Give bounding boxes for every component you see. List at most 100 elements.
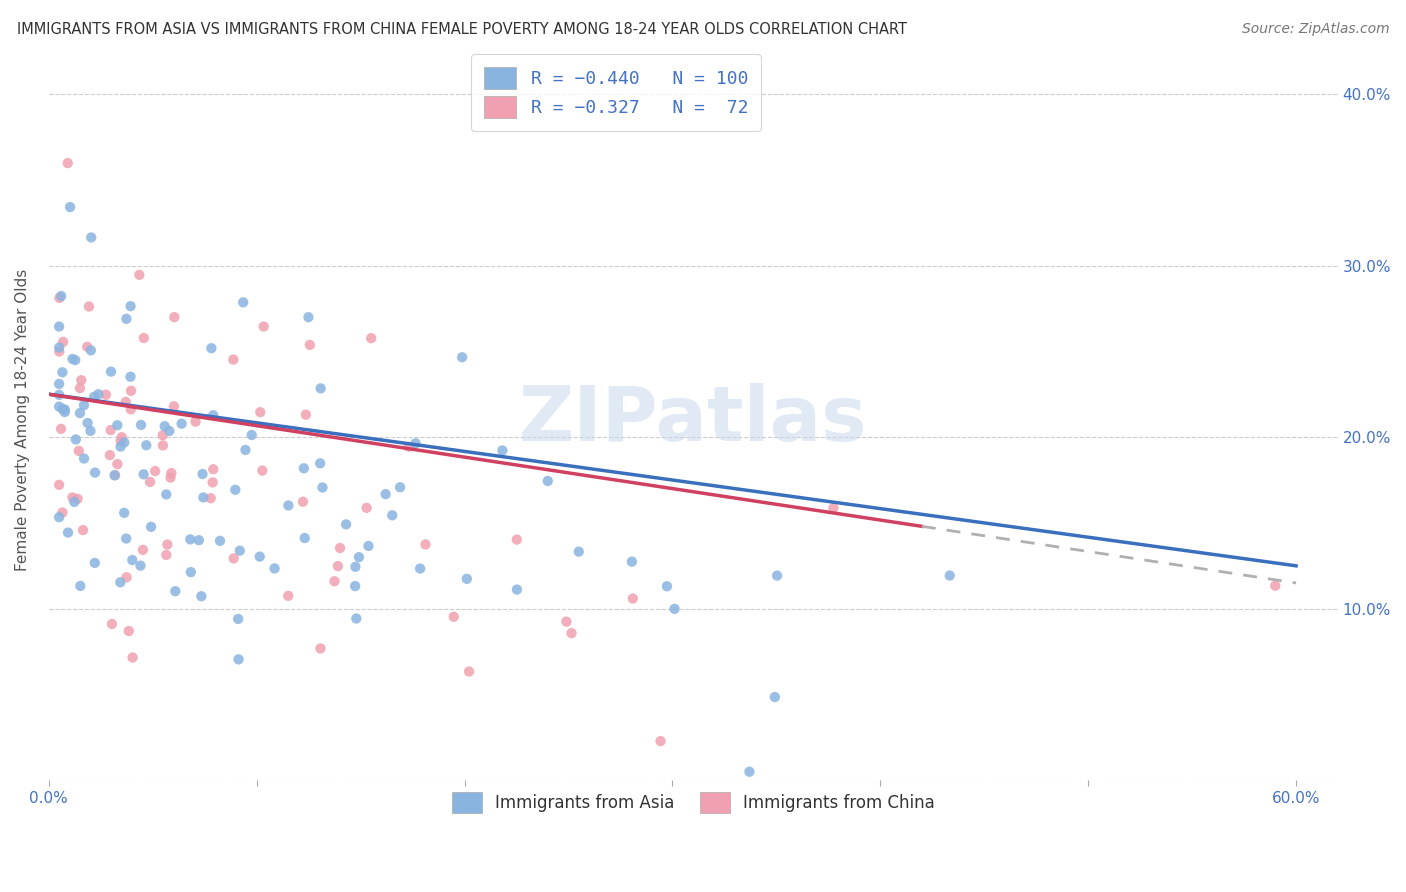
Point [48,319,70,334]
Point [111,430,134,444]
Point [62,351,84,366]
Point [53,402,76,417]
Legend: Immigrants from Asia, Immigrants from China: Immigrants from Asia, Immigrants from Ch… [439,779,948,826]
Point [249,549,271,564]
Point [79,424,101,438]
Point [226,612,249,626]
Point [52,402,75,417]
Point [115,570,138,584]
Point [83,390,105,404]
Point [200,341,222,355]
Point [48,388,70,402]
Point [294,531,316,545]
Point [655,579,678,593]
Point [115,532,138,546]
Point [155,548,177,562]
Point [110,440,132,454]
Point [277,499,299,513]
Point [163,399,186,413]
Point [48,344,70,359]
Point [291,494,314,508]
Point [120,402,142,417]
Point [208,533,231,548]
Point [48,510,70,524]
Point [232,295,254,310]
Point [76,340,98,354]
Point [415,537,437,551]
Point [159,470,181,484]
Point [155,487,177,501]
Point [67,443,90,458]
Point [263,561,285,575]
Point [77,300,100,314]
Point [51,289,73,303]
Point [335,517,357,532]
Point [202,462,225,476]
Point [458,665,481,679]
Point [128,268,150,282]
Point [94,388,117,402]
Point [506,533,529,547]
Y-axis label: Female Poverty Among 18-24 Year Olds: Female Poverty Among 18-24 Year Olds [15,268,30,571]
Point [329,541,352,555]
Point [1264,579,1286,593]
Point [200,491,222,506]
Point [292,461,315,475]
Point [139,520,162,534]
Point [252,464,274,478]
Point [763,690,786,704]
Point [311,480,333,494]
Point [360,331,382,345]
Point [560,626,582,640]
Point [738,764,761,779]
Point [69,406,91,420]
Point [153,419,176,434]
Point [356,500,378,515]
Point [405,436,427,450]
Point [187,533,209,548]
Point [84,466,107,480]
Point [224,483,246,497]
Point [87,387,110,401]
Point [63,495,86,509]
Point [105,418,128,433]
Point [309,381,332,395]
Point [59,200,82,214]
Point [160,466,183,480]
Point [121,650,143,665]
Point [506,582,529,597]
Point [190,589,212,603]
Point [103,468,125,483]
Point [48,400,70,414]
Point [52,334,75,349]
Point [297,310,319,325]
Point [76,416,98,430]
Point [101,617,124,632]
Point [344,559,367,574]
Point [66,491,89,506]
Point [179,533,201,547]
Point [120,299,142,313]
Point [249,405,271,419]
Point [135,438,157,452]
Point [49,422,72,436]
Point [65,433,87,447]
Point [48,478,70,492]
Point [53,405,76,419]
Point [105,457,128,471]
Point [323,574,346,589]
Point [555,615,578,629]
Point [143,464,166,478]
Point [56,156,79,170]
Point [170,417,193,431]
Point [191,467,214,481]
Point [451,351,474,365]
Point [165,584,187,599]
Point [180,565,202,579]
Point [72,523,94,537]
Point [118,624,141,638]
Point [298,338,321,352]
Point [939,568,962,582]
Text: IMMIGRANTS FROM ASIA VS IMMIGRANTS FROM CHINA FEMALE POVERTY AMONG 18-24 YEAR OL: IMMIGRANTS FROM ASIA VS IMMIGRANTS FROM … [17,22,907,37]
Point [114,395,136,409]
